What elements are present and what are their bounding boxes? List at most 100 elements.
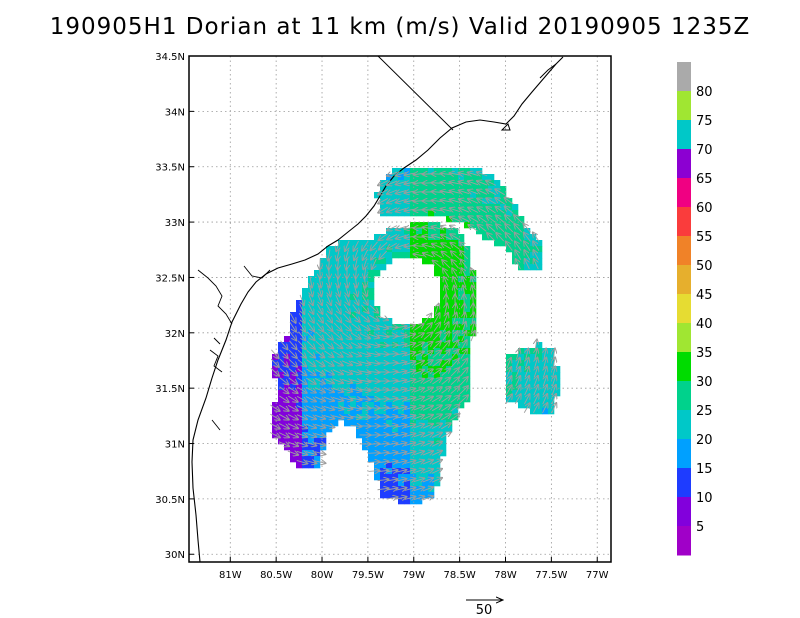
wind-cell bbox=[302, 456, 309, 463]
wind-cell bbox=[380, 444, 387, 451]
wind-vector bbox=[318, 294, 322, 305]
wind-vector bbox=[269, 422, 280, 428]
wind-vector bbox=[413, 469, 424, 472]
wind-vector bbox=[431, 478, 442, 483]
wind-vector bbox=[323, 369, 334, 374]
wind-cell bbox=[410, 498, 417, 505]
colorbar-label: 35 bbox=[696, 346, 713, 361]
wind-vector bbox=[350, 416, 362, 417]
wind-cell bbox=[410, 174, 417, 181]
lat-tick-label: 34.5N bbox=[155, 52, 185, 63]
wind-vector bbox=[404, 479, 416, 482]
wind-vector bbox=[450, 377, 459, 386]
wind-cell bbox=[302, 342, 309, 349]
wind-cell bbox=[380, 390, 387, 397]
wind-vector bbox=[386, 470, 398, 472]
wind-vector bbox=[496, 215, 505, 223]
wind-cell bbox=[404, 204, 411, 211]
wind-cell bbox=[428, 246, 435, 253]
wind-vector bbox=[505, 233, 513, 242]
lon-tick-label: 78.5W bbox=[444, 570, 476, 581]
wind-cell bbox=[398, 336, 405, 343]
wind-vector bbox=[441, 414, 450, 421]
wind-vector bbox=[395, 497, 407, 499]
wind-cell bbox=[392, 198, 399, 205]
wind-cell bbox=[380, 426, 387, 433]
wind-vector bbox=[288, 368, 298, 376]
wind-vector bbox=[361, 304, 368, 313]
wind-cell bbox=[494, 228, 501, 235]
wind-vector bbox=[377, 408, 389, 409]
wind-cell bbox=[440, 228, 447, 235]
wind-vector bbox=[441, 387, 451, 394]
wind-vector bbox=[386, 452, 398, 454]
wind-cell bbox=[350, 324, 357, 331]
wind-vector bbox=[414, 333, 423, 340]
wind-cell bbox=[428, 192, 435, 199]
wind-cell bbox=[434, 480, 441, 487]
wind-vector bbox=[279, 358, 288, 367]
wind-vector bbox=[288, 395, 297, 402]
wind-vector bbox=[451, 243, 460, 250]
wind-vector bbox=[551, 403, 557, 414]
wind-cell bbox=[374, 348, 381, 355]
wind-cell bbox=[386, 318, 393, 325]
wind-cell bbox=[416, 246, 423, 253]
wind-cell bbox=[398, 204, 405, 211]
wind-vector bbox=[404, 461, 416, 464]
wind-vector bbox=[377, 461, 389, 462]
colorbar-swatch bbox=[677, 178, 691, 208]
coastline-mainland bbox=[191, 56, 564, 562]
wind-cell bbox=[404, 168, 411, 175]
wind-vector bbox=[423, 332, 432, 340]
wind-cell bbox=[428, 240, 435, 247]
wind-cell bbox=[398, 186, 405, 193]
wind-vector bbox=[395, 488, 407, 490]
wind-cell bbox=[416, 174, 423, 181]
wind-cell bbox=[338, 270, 345, 277]
wind-vector bbox=[386, 479, 398, 481]
wind-cell bbox=[530, 348, 537, 355]
wind-cell bbox=[380, 480, 387, 487]
wind-cell bbox=[428, 372, 435, 379]
wind-vector bbox=[422, 460, 433, 464]
wind-vector bbox=[368, 334, 379, 338]
wind-vector bbox=[404, 379, 415, 382]
wind-vector bbox=[460, 368, 467, 377]
colorbar-label: 75 bbox=[696, 114, 713, 129]
wind-vector bbox=[386, 416, 398, 418]
reference-vector-label: 50 bbox=[476, 603, 493, 618]
wind-cell bbox=[386, 480, 393, 487]
axis-ticks bbox=[189, 55, 598, 562]
wind-cell bbox=[386, 258, 393, 265]
wind-vector bbox=[422, 469, 433, 473]
wind-vector bbox=[325, 313, 332, 323]
wind-cell bbox=[368, 306, 375, 313]
wind-vector bbox=[496, 224, 505, 233]
wind-vector bbox=[377, 326, 389, 329]
wind-cell bbox=[290, 402, 297, 409]
wind-cell bbox=[332, 348, 339, 355]
wind-vector bbox=[431, 451, 442, 456]
plot-area bbox=[189, 56, 611, 562]
wind-vector bbox=[422, 487, 433, 491]
wind-cell bbox=[356, 420, 363, 427]
wind-cell bbox=[512, 246, 519, 253]
wind-cell bbox=[440, 192, 447, 199]
wind-vector bbox=[314, 443, 326, 446]
wind-vector bbox=[413, 487, 424, 490]
wind-vector bbox=[353, 240, 359, 251]
wind-cell bbox=[446, 270, 453, 277]
wind-cell bbox=[428, 408, 435, 415]
wind-cell bbox=[458, 354, 465, 361]
wind-vector bbox=[350, 342, 361, 348]
wind-cell bbox=[452, 240, 459, 247]
wind-vector bbox=[431, 442, 442, 447]
wind-cell bbox=[272, 402, 279, 409]
wind-cell bbox=[440, 294, 447, 301]
wind-vector bbox=[533, 403, 538, 414]
wind-cell bbox=[410, 210, 417, 217]
wind-vector bbox=[471, 331, 475, 342]
wind-vector bbox=[404, 415, 416, 418]
wind-cell bbox=[512, 234, 519, 241]
